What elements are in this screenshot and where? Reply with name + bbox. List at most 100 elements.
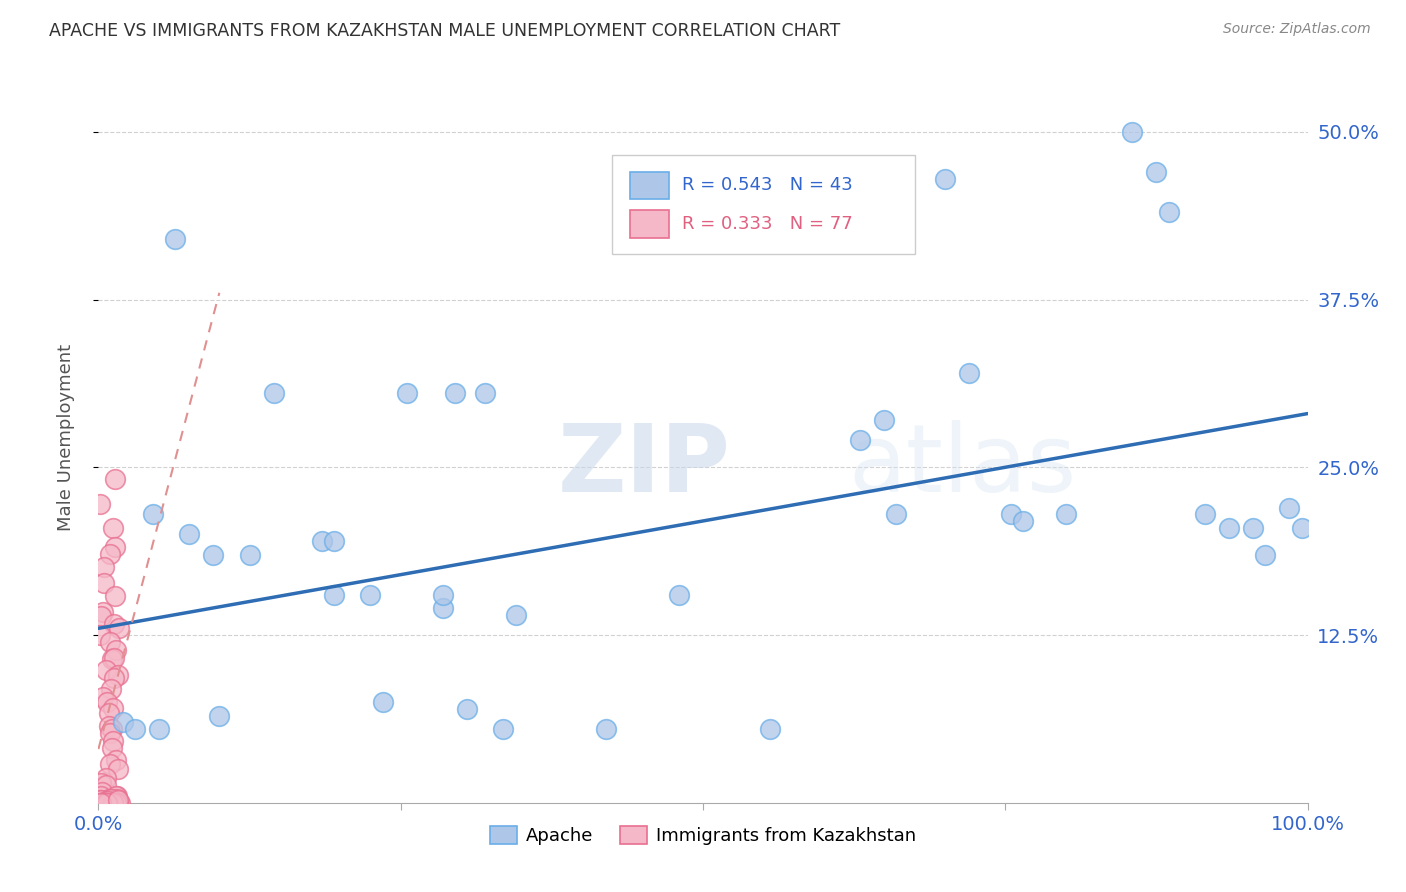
Bar [630,211,669,238]
Point [94,663,117,677]
Point [104,796,127,810]
Point [1054,508,1077,522]
Point [1121,125,1143,139]
Point [492,722,515,736]
Point [107,793,129,807]
Point [89,498,111,512]
Point [101,741,124,756]
Point [101,651,124,665]
Point [108,796,131,810]
Point [89,793,111,807]
Text: APACHE VS IMMIGRANTS FROM KAZAKHSTAN MALE UNEMPLOYMENT CORRELATION CHART: APACHE VS IMMIGRANTS FROM KAZAKHSTAN MAL… [49,22,841,40]
Text: R = 0.543   N = 43: R = 0.543 N = 43 [682,177,853,194]
Point [101,796,124,810]
Point [456,702,478,716]
Point [1241,521,1264,535]
Point [94,778,117,792]
Legend: Apache, Immigrants from Kazakhstan: Apache, Immigrants from Kazakhstan [482,819,924,852]
Point [94,795,117,809]
Point [1291,521,1313,535]
Point [98,635,121,649]
Point [98,792,121,806]
Point [96,796,118,810]
Point [142,508,165,522]
Point [360,588,382,602]
Point [98,548,121,562]
Point [148,722,170,736]
Point [93,560,115,574]
Point [97,796,120,810]
Point [91,796,114,810]
Point [94,796,117,810]
Point [239,548,262,562]
Point [395,386,418,401]
Point [886,508,908,522]
Point [93,576,115,591]
Point [100,682,122,697]
Point [94,795,117,809]
Point [90,795,112,809]
Point [105,789,128,803]
Point [432,601,454,615]
Point [202,548,225,562]
Point [93,794,115,808]
Point [105,753,128,767]
Point [89,796,111,810]
Point [100,792,122,806]
Point [103,671,125,685]
Point [100,795,122,809]
Point [96,795,118,809]
Point [91,785,114,799]
Point [1000,508,1022,522]
Point [91,796,114,810]
Point [595,722,617,736]
Text: atlas: atlas [848,420,1077,512]
Point [1157,205,1180,219]
Point [98,726,121,740]
Point [100,793,122,807]
Point [1218,521,1240,535]
Point [96,795,118,809]
Point [97,706,120,720]
Point [96,695,118,709]
Point [934,171,956,186]
Point [94,794,117,808]
Point [444,386,467,401]
Point [474,386,496,401]
Point [91,690,114,704]
Point [97,794,120,808]
Point [103,701,125,715]
Point [1254,548,1277,562]
Point [873,413,896,427]
Point [105,796,128,810]
Point [105,792,128,806]
Text: ZIP: ZIP [558,420,731,512]
Point [849,434,872,448]
FancyBboxPatch shape [613,155,915,254]
Point [105,789,128,803]
Point [96,796,118,810]
Point [208,708,231,723]
Point [163,232,186,246]
Point [104,590,127,604]
Point [96,771,118,785]
Point [124,722,146,736]
Point [90,793,112,807]
Point [758,722,780,736]
Point [323,588,346,602]
Point [104,796,127,810]
Point [263,386,285,401]
Point [1012,514,1035,528]
Point [1146,165,1168,179]
Point [108,621,131,635]
Point [96,794,118,808]
Point [105,643,128,657]
Point [1194,508,1216,522]
Point [89,627,111,641]
Point [103,616,125,631]
Y-axis label: Male Unemployment: Male Unemployment [56,343,75,531]
Point [104,540,127,554]
Text: Source: ZipAtlas.com: Source: ZipAtlas.com [1223,22,1371,37]
Point [98,756,121,771]
Point [101,521,124,535]
